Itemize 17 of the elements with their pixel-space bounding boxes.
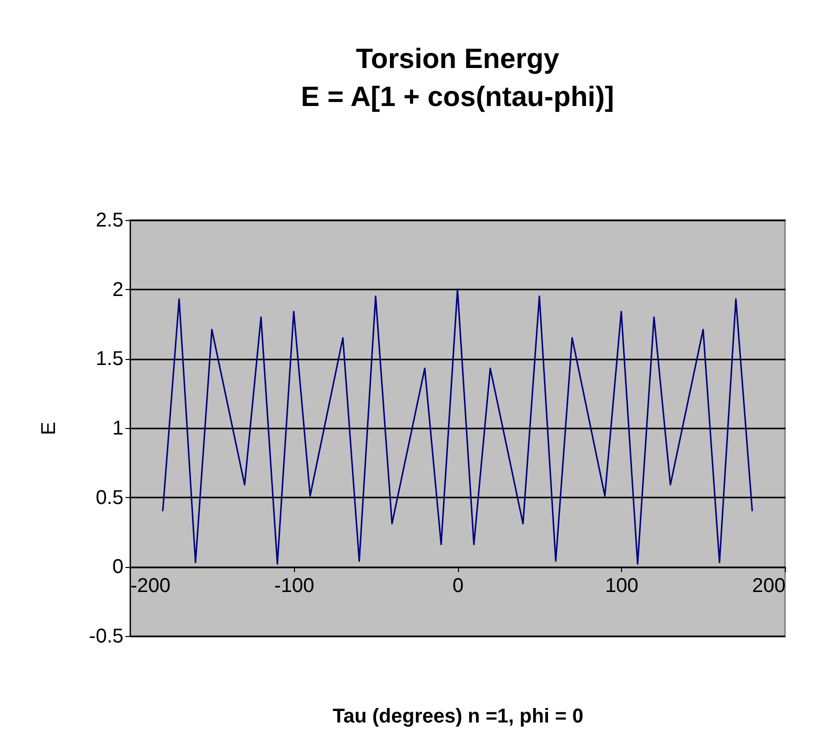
- x-tick-label: 0: [452, 575, 464, 598]
- y-tick-label: -0.5: [89, 626, 124, 648]
- y-tick-label: 2.5: [96, 210, 124, 232]
- x-tick-label: -100: [274, 575, 314, 598]
- chart-title: Torsion Energy: [356, 43, 560, 74]
- y-tick-label: 1.5: [96, 348, 124, 370]
- chart-subtitle: E = A[1 + cos(ntau-phi)]: [300, 81, 614, 112]
- x-tick-label: -200: [130, 575, 171, 598]
- line-series: [162, 288, 753, 565]
- y-axis-title: E: [38, 422, 60, 436]
- y-tick-label: 1: [112, 418, 124, 440]
- y-tick-label: 0: [112, 556, 124, 578]
- x-tick-label: 100: [605, 575, 638, 598]
- x-axis-title: Tau (degrees) n =1, phi = 0: [332, 706, 584, 728]
- y-tick-label: 0.5: [96, 486, 124, 509]
- y-tick-label: 2: [112, 278, 124, 301]
- x-tick-label: 200: [752, 575, 786, 598]
